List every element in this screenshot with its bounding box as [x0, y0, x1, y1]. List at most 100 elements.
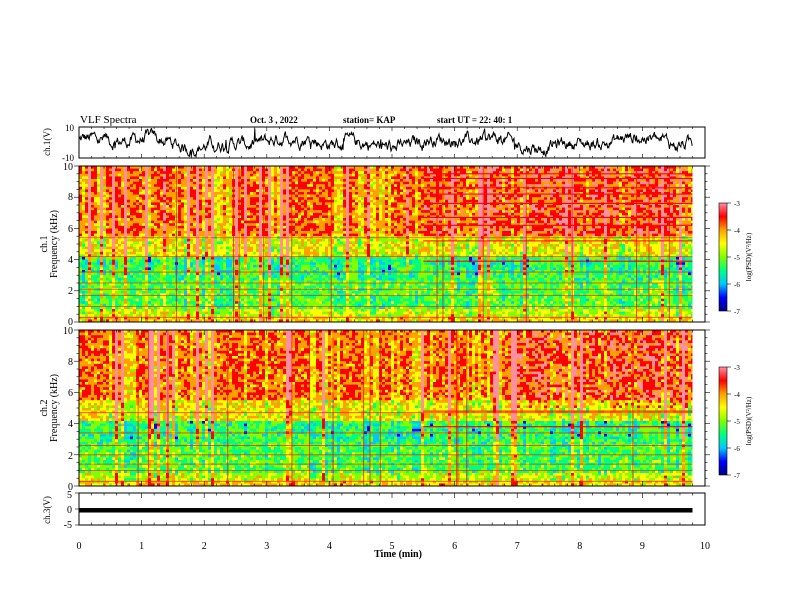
spectrogram-cell: [196, 205, 200, 208]
spectrogram-cell: [151, 202, 155, 206]
spectrogram-cell: [205, 179, 209, 182]
spectrogram-cell: [418, 181, 422, 185]
spectrogram-cell: [469, 171, 473, 175]
spectrogram-cell: [424, 220, 428, 224]
spectrogram-cell: [652, 181, 656, 185]
spectrogram-cell: [118, 202, 122, 206]
spectrogram-cell: [319, 223, 323, 227]
spectrogram-cell: [94, 181, 98, 185]
start-time-label: start UT = 22: 40: 1: [437, 115, 513, 125]
spectrogram-cell: [457, 210, 461, 214]
spectrogram-cell: [424, 207, 428, 211]
spectrogram-cell: [121, 181, 125, 185]
spectrogram-cell: [625, 173, 629, 177]
spectrogram-cell: [154, 171, 158, 175]
spectrogram-cell: [691, 179, 693, 182]
spectrogram-cell: [517, 176, 521, 180]
spectrogram-cell: [424, 166, 428, 169]
spectrogram-cell: [106, 202, 110, 206]
spectrogram-cell: [628, 215, 632, 219]
spectrogram-cell: [121, 215, 125, 219]
spectrogram-cell: [211, 171, 215, 175]
spectrogram-cell: [448, 168, 452, 172]
spectrogram-cell: [547, 223, 551, 227]
spectrogram-cell: [337, 212, 341, 216]
spectrogram-cell: [421, 212, 425, 216]
spectrogram-cell: [511, 212, 515, 216]
spectrogram-cell: [517, 173, 521, 177]
date-label: Oct. 3 , 2022: [250, 115, 298, 125]
spectrogram-cell: [226, 197, 230, 201]
spectrogram-cell: [517, 179, 521, 182]
spectrogram-cell: [220, 171, 224, 175]
spectrogram-cell: [406, 192, 410, 195]
spectrogram-cell: [658, 220, 662, 224]
spectrogram-cell: [589, 194, 593, 198]
spectrogram-cell: [499, 215, 503, 219]
spectrogram-cell: [502, 215, 506, 219]
spectrogram-cell: [163, 223, 167, 227]
spectrogram-cell: [439, 176, 443, 180]
spectrogram-cell: [553, 176, 557, 180]
spectrogram-cell: [592, 184, 596, 188]
spectrogram-cell: [259, 218, 263, 221]
spectrogram-cell: [679, 212, 683, 216]
spectrogram-cell: [94, 220, 98, 224]
spectrogram-cell: [481, 184, 485, 188]
spectrogram-cell: [472, 199, 476, 203]
spectrogram-cell: [304, 197, 308, 201]
spectrogram-cell: [448, 189, 452, 193]
spectrogram-cell: [451, 197, 455, 201]
spectrogram-cell: [610, 197, 614, 201]
spectrogram-cell: [88, 168, 92, 172]
spectrogram-cell: [184, 181, 188, 185]
spectrogram-cell: [109, 189, 113, 193]
spectrogram-cell: [313, 197, 317, 201]
spectrogram-cell: [193, 225, 197, 229]
spectrogram-cell: [112, 179, 116, 182]
spectrogram-cell: [304, 171, 308, 175]
spectrogram-cell: [325, 166, 329, 169]
spectrogram-cell: [463, 212, 467, 216]
spectrogram-cell: [394, 194, 398, 198]
spectrogram-cell: [373, 207, 377, 211]
spectrogram-cell: [637, 194, 641, 198]
spectrogram-cell: [163, 207, 167, 211]
spectrogram-cell: [100, 207, 104, 211]
spectrogram-cell: [142, 181, 146, 185]
spectrogram-cell: [124, 186, 128, 190]
spectrogram-cell: [289, 192, 293, 195]
spectrogram-cell: [421, 210, 425, 214]
spectrogram-cell: [463, 210, 467, 214]
spectrogram-cell: [604, 210, 608, 214]
spectrogram-cell: [277, 176, 281, 180]
spectrogram-cell: [442, 189, 446, 193]
spectrogram-cell: [157, 197, 161, 201]
spectrogram-cell: [127, 225, 131, 229]
spectrogram-cell: [139, 197, 143, 201]
spectrogram-cell: [334, 166, 338, 169]
spectrogram-cell: [202, 199, 206, 203]
spectrogram-cell: [313, 223, 317, 227]
spectrogram-cell: [325, 215, 329, 219]
spectrogram-cell: [637, 215, 641, 219]
spectrogram-cell: [529, 205, 533, 208]
spectrogram-cell: [403, 192, 407, 195]
spectrogram-cell: [532, 179, 536, 182]
spectrogram-cell: [190, 168, 194, 172]
spectrogram-cell: [643, 223, 647, 227]
spectrogram-cell: [100, 171, 104, 175]
spectrogram-cell: [475, 215, 479, 219]
spectrogram-cell: [625, 184, 629, 188]
spectrogram-cell: [580, 189, 584, 193]
spectrogram-cell: [427, 215, 431, 219]
spectrogram-cell: [409, 189, 413, 193]
spectrogram-cell: [103, 192, 107, 195]
spectrogram-cell: [244, 225, 248, 229]
spectrogram-cell: [226, 220, 230, 224]
spectrogram-cell: [457, 184, 461, 188]
spectrogram-cell: [667, 176, 671, 180]
spectrogram-cell: [253, 176, 257, 180]
spectrogram-cell: [625, 168, 629, 172]
spectrogram-cell: [682, 173, 686, 177]
